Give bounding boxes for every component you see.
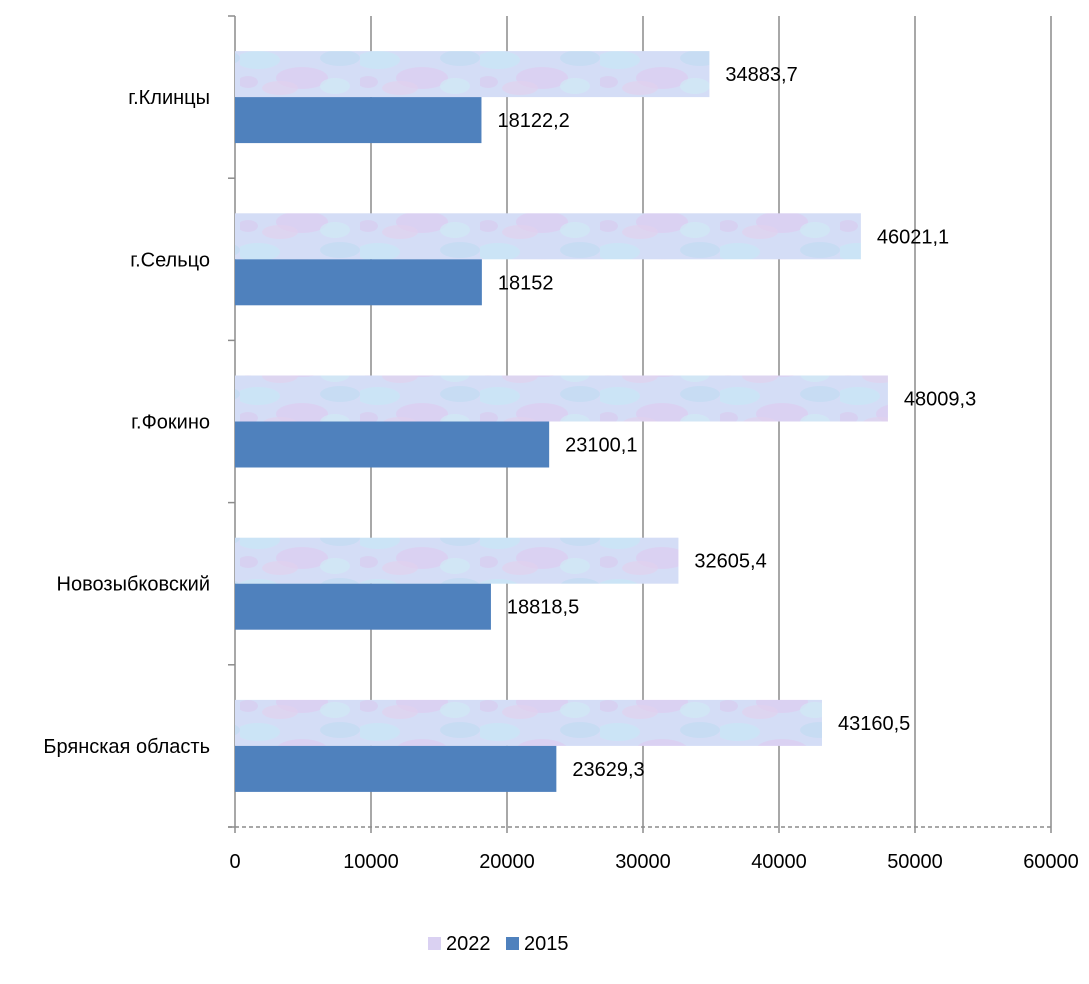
- legend-label: 2015: [524, 933, 569, 955]
- bar-2015: [235, 259, 482, 306]
- data-label: 34883,7: [725, 64, 797, 86]
- x-tick-label: 60000: [1023, 851, 1079, 873]
- x-tick-label: 10000: [343, 851, 399, 873]
- data-label: 23100,1: [565, 435, 637, 457]
- bar-2022: [235, 375, 888, 422]
- category-label: г.Клинцы: [128, 87, 210, 109]
- x-tick-label: 20000: [479, 851, 535, 873]
- category-label: Новозыбковский: [57, 574, 210, 596]
- data-label: 32605,4: [694, 551, 766, 573]
- bar-2015: [235, 421, 550, 468]
- legend-label: 2022: [446, 933, 491, 955]
- x-tick-label: 0: [229, 851, 240, 873]
- category-label: г.Сельцо: [130, 249, 210, 271]
- bar-2015: [235, 97, 482, 144]
- labels-layer: г.Клинцы 34883,7 18122,2 г.Сельцо 46021,1 181…: [43, 64, 976, 781]
- x-tick-label: 30000: [615, 851, 671, 873]
- bar-2022: [235, 51, 710, 98]
- data-label: 18122,2: [497, 110, 569, 132]
- data-label: 48009,3: [904, 389, 976, 411]
- legend-swatch-2015: [506, 937, 519, 950]
- x-tick-label: 40000: [751, 851, 807, 873]
- bar-2022: [235, 699, 822, 746]
- legend-swatch-2022: [428, 937, 441, 950]
- bar-2015: [235, 745, 557, 792]
- bar-2015: [235, 583, 491, 630]
- category-label: г.Фокино: [131, 412, 210, 434]
- data-label: 18152: [498, 272, 554, 294]
- x-tick-label: 50000: [887, 851, 943, 873]
- data-label: 43160,5: [838, 713, 910, 735]
- category-label: Брянская область: [43, 736, 210, 758]
- data-label: 23629,3: [572, 759, 644, 781]
- bars-layer: [235, 51, 888, 792]
- legend: 2022 2015: [428, 933, 569, 955]
- bar-2022: [235, 537, 679, 584]
- data-label: 46021,1: [877, 226, 949, 248]
- bar-2022: [235, 213, 861, 260]
- axis-layer: 0 10000 20000 30000 40000 50000 60000: [228, 15, 1079, 873]
- data-label: 18818,5: [507, 597, 579, 619]
